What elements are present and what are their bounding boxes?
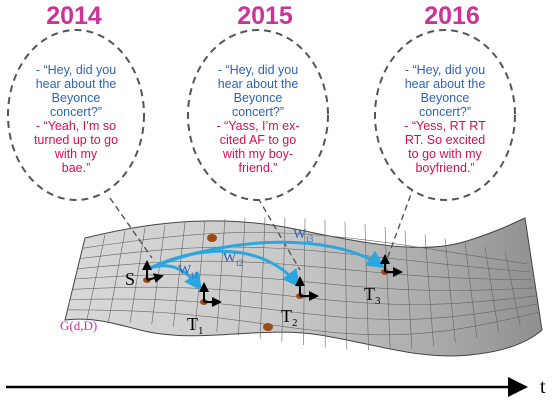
callout-line-2015 (257, 197, 301, 271)
bubble-question-line: Beyonce (421, 91, 470, 105)
bubble-question-line: - “Hey, did you (405, 63, 485, 77)
bubble-question-line: concert?” (50, 105, 102, 119)
grid-line (77, 260, 532, 281)
bubble-answer-line: boyfriend.” (415, 161, 474, 175)
callout-line-2016 (385, 185, 415, 263)
grid-line (79, 246, 530, 273)
weight-label-t2: Wt2 (223, 251, 243, 268)
bubble-question-line: hear about the (218, 77, 299, 91)
weight-label-t1: Wt1 (178, 263, 198, 280)
arrow-w-t3 (149, 240, 386, 270)
bubble-answer-line: - “Yess, RT RT (404, 119, 486, 133)
speech-bubble-2014 (7, 29, 145, 201)
year-label-2014: 2014 (46, 2, 102, 30)
point-label-source: S (125, 269, 135, 289)
surface-dots (207, 234, 273, 331)
bubble-answer-line: RT. So excited (405, 133, 485, 147)
bubble-question-line: - “Hey, did you (218, 63, 298, 77)
time-axis-label: t (540, 376, 546, 398)
bubble-answer-line: - “Yeah, I’m so (36, 119, 116, 133)
bubble-question-line: hear about the (36, 77, 117, 91)
year-label-2016: 2016 (424, 2, 480, 30)
callout-line-2014 (109, 197, 153, 259)
manifold-surface (64, 217, 543, 357)
bubble-answer-line: turned up to go (34, 133, 118, 147)
surface-dot (263, 323, 273, 331)
grid-line (72, 286, 536, 305)
surface-dot (207, 234, 217, 242)
frame-t2 (295, 276, 319, 301)
manifold-label: G(d,D) (60, 318, 97, 333)
bubble-question-line: hear about the (405, 77, 486, 91)
bubble-answer-line: with my boy- (222, 147, 293, 161)
bubble-question-line: - “Hey, did you (36, 63, 116, 77)
speech-bubble-2015 (187, 29, 329, 201)
bubble-question-line: concert?” (232, 105, 284, 119)
year-label-2015: 2015 (237, 2, 293, 30)
grid-line (69, 298, 538, 320)
bubble-question-line: Beyonce (234, 91, 283, 105)
frame-source (142, 260, 164, 283)
bubble-answer-line: cited AF to go (220, 133, 296, 147)
point-label-t1: T1 (187, 314, 204, 337)
bubble-answer-line: friend.” (239, 161, 278, 175)
frame-t1 (199, 282, 222, 307)
speech-bubble-2016 (374, 29, 516, 201)
manifold-grid (67, 217, 540, 351)
axis-arrow (146, 273, 164, 283)
grid-line (67, 309, 540, 336)
frame-t3 (380, 254, 403, 277)
bubble-answer-line: to go with my (408, 147, 482, 161)
point-label-t3: T3 (364, 284, 381, 307)
bubble-question-line: Beyonce (52, 91, 101, 105)
point-label-t2: T2 (281, 306, 298, 329)
bubble-question-line: concert?” (419, 105, 471, 119)
grid-line (82, 232, 528, 265)
bubble-answer-line: bae.” (62, 161, 91, 175)
bubble-answer-line: with my (54, 147, 98, 161)
weight-label-t3: Wt3 (293, 227, 314, 244)
bubble-answer-line: - “Yass, I’m ex- (216, 119, 299, 133)
